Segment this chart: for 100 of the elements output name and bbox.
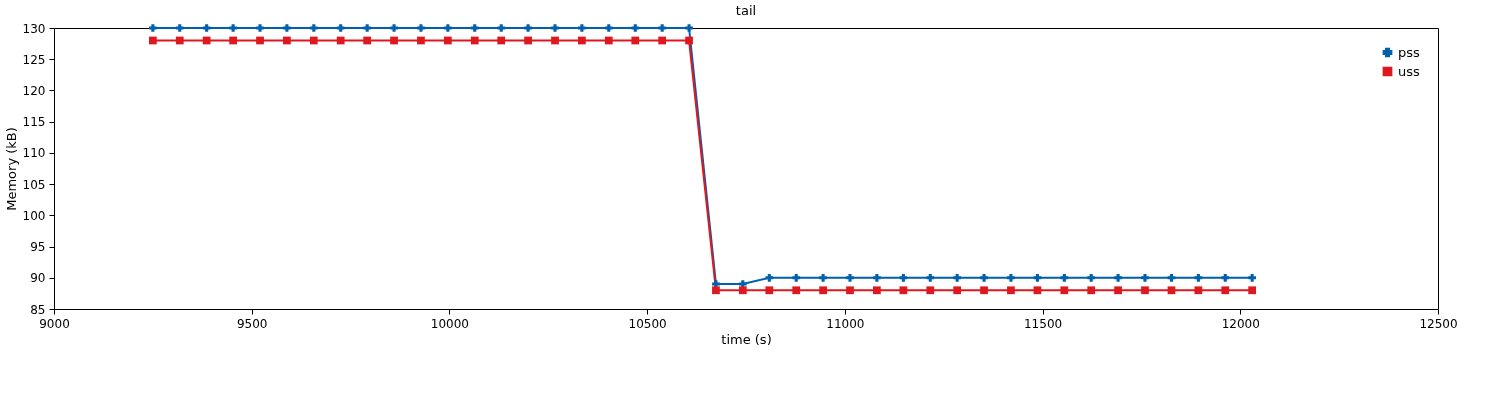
point xyxy=(926,273,935,282)
point xyxy=(417,36,425,45)
point xyxy=(792,286,801,295)
point xyxy=(604,24,613,32)
point xyxy=(148,36,157,45)
y-tick-label: 110 xyxy=(22,146,46,161)
y-tick-label: 130 xyxy=(22,21,46,36)
point xyxy=(1007,273,1015,282)
point xyxy=(980,286,988,295)
point xyxy=(309,24,318,32)
point xyxy=(229,36,237,45)
point xyxy=(1248,273,1257,282)
point xyxy=(229,24,237,32)
point xyxy=(443,24,452,32)
point xyxy=(363,24,372,32)
point xyxy=(953,273,962,282)
point xyxy=(980,273,988,282)
point xyxy=(524,24,532,32)
point xyxy=(765,273,774,282)
point xyxy=(524,36,532,45)
point xyxy=(175,36,184,45)
point xyxy=(390,36,398,45)
x-tick-label: 9000 xyxy=(39,316,70,331)
y-axis-title: Memory (kB) xyxy=(3,127,19,211)
y-tick-label: 95 xyxy=(30,240,46,255)
point xyxy=(578,24,586,32)
point xyxy=(551,36,559,45)
point xyxy=(1141,273,1149,282)
legend-label: pss xyxy=(1398,44,1421,60)
point xyxy=(685,24,693,32)
point xyxy=(953,286,962,295)
point xyxy=(283,24,291,32)
x-tick-label: 9500 xyxy=(236,316,268,331)
point xyxy=(631,36,640,45)
point xyxy=(497,36,506,45)
point xyxy=(685,36,693,45)
point xyxy=(631,24,640,32)
point xyxy=(1087,286,1096,295)
point xyxy=(1141,286,1149,295)
point xyxy=(819,273,827,282)
point xyxy=(899,273,908,282)
x-tick-label: 10500 xyxy=(628,316,667,331)
point xyxy=(551,24,559,32)
point xyxy=(363,36,372,45)
point xyxy=(470,24,479,32)
point xyxy=(604,36,613,45)
point xyxy=(712,286,720,295)
point xyxy=(1167,273,1176,282)
point xyxy=(1114,273,1122,282)
point xyxy=(578,36,586,45)
point xyxy=(873,286,881,295)
point xyxy=(926,286,935,295)
point xyxy=(309,36,318,45)
point xyxy=(1033,286,1042,295)
point xyxy=(738,286,747,295)
x-tick-label: 11000 xyxy=(826,316,865,331)
point xyxy=(1033,273,1042,282)
point xyxy=(497,24,506,32)
point xyxy=(1167,286,1176,295)
point xyxy=(443,36,452,45)
y-tick-label: 100 xyxy=(22,208,46,223)
y-tick-label: 120 xyxy=(22,83,46,98)
point xyxy=(202,36,211,45)
point xyxy=(846,286,854,295)
x-tick-label: 10000 xyxy=(430,316,470,331)
point xyxy=(899,286,908,295)
point xyxy=(1194,273,1203,282)
point xyxy=(765,286,774,295)
point xyxy=(1060,273,1069,282)
point xyxy=(1194,286,1203,295)
point xyxy=(470,36,479,45)
y-tick-label: 90 xyxy=(30,271,46,286)
point xyxy=(148,24,157,32)
point xyxy=(336,24,345,32)
point xyxy=(256,36,264,45)
x-tick-label: 12000 xyxy=(1221,316,1260,331)
point xyxy=(792,273,801,282)
point xyxy=(846,273,854,282)
point xyxy=(1114,286,1122,295)
y-tick-label: 115 xyxy=(22,115,46,130)
point xyxy=(1087,273,1096,282)
y-tick-label: 85 xyxy=(30,302,46,317)
y-tick-label: 105 xyxy=(22,177,46,192)
point xyxy=(417,24,425,32)
point xyxy=(336,36,345,45)
x-axis-title: time (s) xyxy=(721,331,772,347)
point xyxy=(1221,273,1230,282)
point xyxy=(202,24,211,32)
point xyxy=(658,36,667,45)
point xyxy=(1221,286,1230,295)
point xyxy=(175,24,184,32)
point xyxy=(658,24,667,32)
legend-label: uss xyxy=(1398,63,1421,79)
chart-title: tail xyxy=(735,3,757,18)
point xyxy=(1060,286,1069,295)
point xyxy=(283,36,291,45)
point xyxy=(390,24,398,32)
y-tick-label: 125 xyxy=(22,52,46,67)
point xyxy=(819,286,827,295)
x-tick-label: 11500 xyxy=(1023,316,1063,331)
